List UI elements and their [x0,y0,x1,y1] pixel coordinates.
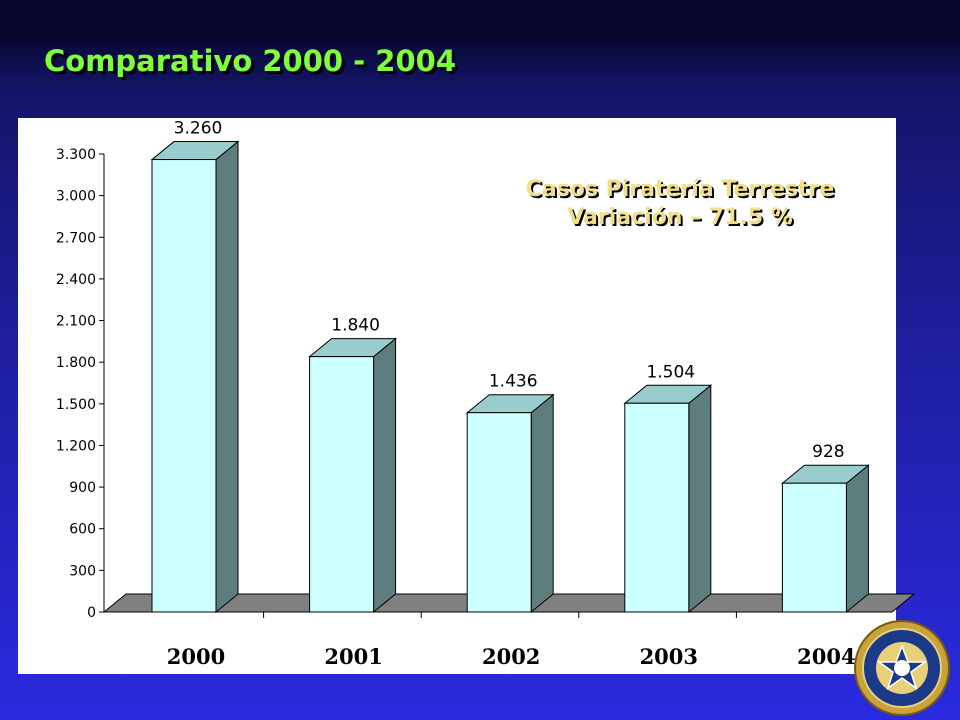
bar-side [373,337,397,614]
bar-side [530,393,554,614]
y-tick-label: 600 [69,522,96,538]
police-seal-icon [854,620,950,716]
bar-side [215,140,239,614]
value-label-2000: 3.260 [174,119,223,139]
y-tick-label: 300 [69,563,96,579]
y-tick-label: 0 [87,605,96,621]
chart-title: Casos Piratería Terrestre Variación – 71… [470,176,890,232]
bar-front [624,402,690,613]
y-tick-label: 2.400 [56,272,96,288]
x-axis: 2000 2001 2002 2003 2004 [104,611,892,669]
bar-front [781,482,847,613]
bar-side [845,464,869,614]
value-label-2003: 1.504 [646,362,695,382]
bar-front [151,159,217,613]
y-axis: 0 300 600 900 1.200 1.500 1.800 2.100 2.400 2.700… [56,147,105,621]
x-tick-label-2001: 2001 [324,644,382,669]
chart-title-line1: Casos Piratería Terrestre [525,177,835,202]
y-tick-label: 1.800 [56,355,96,371]
y-tick-label: 1.500 [56,397,96,413]
bar-2002 [465,393,555,614]
y-tick-label: 2.700 [56,230,96,246]
bar-2004 [780,464,870,614]
value-label-2004: 928 [812,442,844,462]
bar-2000 [150,140,240,614]
bar-2001 [308,337,398,614]
slide-title: Comparativo 2000 - 2004 [44,44,457,78]
x-tick-label-2002: 2002 [482,644,540,669]
value-label-2002: 1.436 [489,372,538,392]
bars [150,140,870,614]
y-tick-label: 3.000 [56,189,96,205]
bar-side [688,384,712,614]
x-tick-label-2000: 2000 [167,644,225,669]
value-labels: 3.260 1.840 1.436 1.504 928 [174,119,845,463]
y-tick-label: 900 [69,480,96,496]
top-bar [0,0,960,44]
bar-front [309,356,375,613]
x-tick-label-2003: 2003 [640,644,698,669]
bar-front [466,412,532,613]
bar-2003 [623,384,713,614]
y-tick-label: 2.100 [56,314,96,330]
y-tick-label: 1.200 [56,438,96,454]
x-tick-label-2004: 2004 [797,644,855,669]
y-tick-label: 3.300 [56,147,96,163]
chart-title-line2: Variación – 71.5 % [567,205,793,230]
value-label-2001: 1.840 [331,316,380,336]
